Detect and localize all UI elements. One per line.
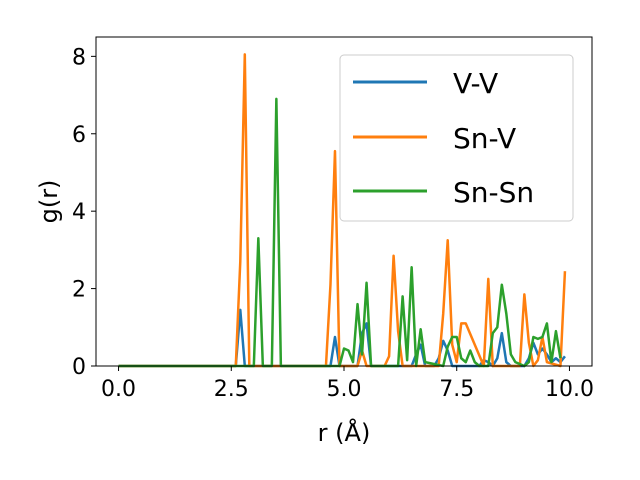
x-axis: 0.0 2.5 5.0 7.5 10.0 (101, 366, 594, 402)
x-tick-label: 2.5 (214, 377, 249, 402)
x-axis-label: r (Å) (318, 418, 371, 447)
plot-area (95, 36, 593, 368)
legend: V-V Sn-V Sn-Sn (339, 54, 574, 222)
legend-label-sn-sn: Sn-Sn (453, 176, 534, 209)
x-tick-label: 5.0 (327, 377, 362, 402)
legend-label-v-v: V-V (453, 67, 498, 100)
y-axis-label: g(r) (35, 180, 63, 224)
y-tick-label: 8 (72, 45, 86, 70)
series-line-sn-v (118, 53, 567, 368)
x-tick-label: 10.0 (545, 377, 594, 402)
x-tick-label: 7.5 (439, 377, 474, 402)
y-tick-label: 4 (72, 200, 86, 225)
y-tick-label: 6 (72, 123, 86, 148)
series-line-sn-sn (118, 97, 562, 368)
legend-label-sn-v: Sn-V (453, 122, 516, 155)
x-tick-label: 0.0 (101, 377, 136, 402)
y-tick-label: 2 (72, 278, 86, 303)
y-axis: 0 2 4 6 8 (72, 45, 96, 380)
legend-box (339, 54, 574, 222)
y-tick-label: 0 (72, 355, 86, 380)
